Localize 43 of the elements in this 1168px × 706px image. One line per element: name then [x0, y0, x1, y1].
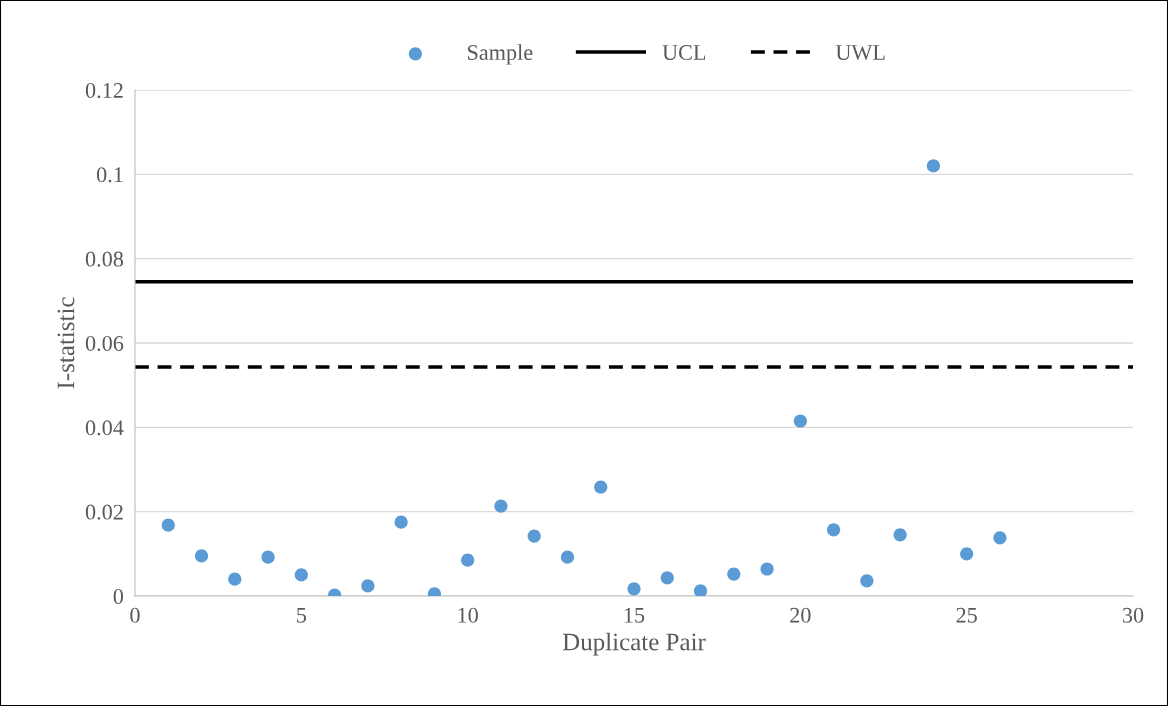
point	[760, 562, 774, 576]
y-tick-label: 0.12	[85, 82, 123, 99]
y-tick-label: 0.02	[85, 504, 123, 520]
point	[461, 553, 475, 567]
point	[161, 518, 175, 532]
y-tick-label: 0	[113, 588, 124, 604]
point	[727, 567, 741, 581]
point	[893, 528, 907, 542]
point	[627, 582, 641, 596]
point	[926, 159, 940, 173]
y-tick-label: 0.1	[96, 167, 123, 183]
point	[228, 572, 242, 586]
legend-label: Sample	[467, 44, 533, 65]
y-tick-label: 0.06	[85, 335, 124, 352]
point	[793, 414, 807, 428]
point	[860, 574, 874, 588]
point	[394, 515, 408, 529]
point	[693, 584, 708, 596]
x-tick-label: 15	[624, 607, 645, 623]
x-axis-title: Duplicate Pair	[562, 632, 706, 656]
legend-label: UCL	[662, 45, 706, 60]
legend-label: UWL	[835, 45, 885, 61]
point	[960, 547, 974, 561]
point	[993, 531, 1007, 545]
y-axis-title: I-statistic	[57, 297, 75, 389]
point	[660, 571, 674, 585]
x-tick-label: 5	[297, 607, 307, 623]
point	[527, 529, 541, 543]
point	[594, 480, 608, 494]
point	[194, 549, 209, 563]
x-tick-label: 30	[1122, 607, 1144, 623]
point	[294, 568, 308, 582]
point	[361, 579, 375, 593]
x-tick-label: 10	[458, 607, 478, 623]
x-tick-label: 25	[956, 607, 977, 623]
x-tick-label: 0	[130, 607, 140, 623]
y-tick-label: 0.04	[85, 420, 124, 436]
x-tick-label: 20	[790, 607, 811, 623]
y-tick-label: 0.08	[85, 251, 124, 267]
point	[827, 523, 841, 537]
point	[494, 499, 508, 513]
point	[560, 550, 575, 564]
point	[261, 550, 275, 564]
